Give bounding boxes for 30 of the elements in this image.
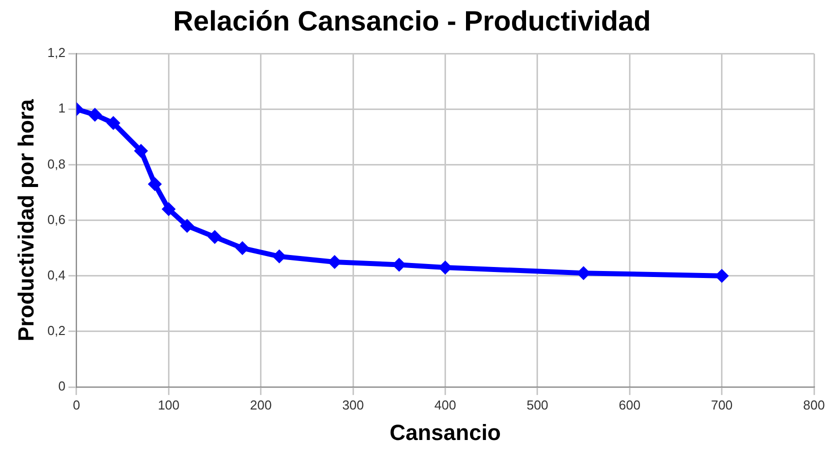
- point: [208, 230, 222, 244]
- point: [106, 116, 120, 130]
- x-tick-label: 200: [250, 397, 272, 412]
- x-tick-label: 800: [803, 397, 825, 412]
- point: [148, 177, 162, 192]
- x-tick-label: 400: [434, 397, 456, 412]
- y-tick-label: 0: [58, 378, 66, 394]
- chart-title: Relación Cansancio - Productividad: [173, 6, 651, 37]
- point: [134, 144, 148, 158]
- x-tick-label: 100: [158, 397, 180, 412]
- point: [162, 202, 176, 216]
- point: [392, 258, 406, 272]
- y-tick-label: 0,2: [47, 323, 66, 338]
- x-tick-label: 0: [72, 397, 80, 412]
- x-tick-label: 700: [710, 397, 733, 412]
- x-tick-label: 300: [342, 397, 364, 412]
- point: [180, 218, 194, 233]
- y-tick-label: 0,6: [47, 212, 66, 227]
- point: [272, 249, 286, 264]
- y-tick-label: 1,2: [47, 45, 66, 60]
- y-tick-label: 0,8: [47, 156, 66, 172]
- point: [88, 108, 102, 122]
- x-tick-label: 600: [618, 397, 640, 412]
- x-axis-title: Cansancio: [390, 420, 501, 445]
- y-tick-label: 0,4: [47, 267, 66, 282]
- point: [235, 241, 250, 256]
- y-tick-label: 1: [58, 100, 66, 116]
- y-axis-title: Productividad por hora: [13, 98, 38, 342]
- x-tick-label: 500: [526, 397, 548, 412]
- point: [438, 260, 452, 275]
